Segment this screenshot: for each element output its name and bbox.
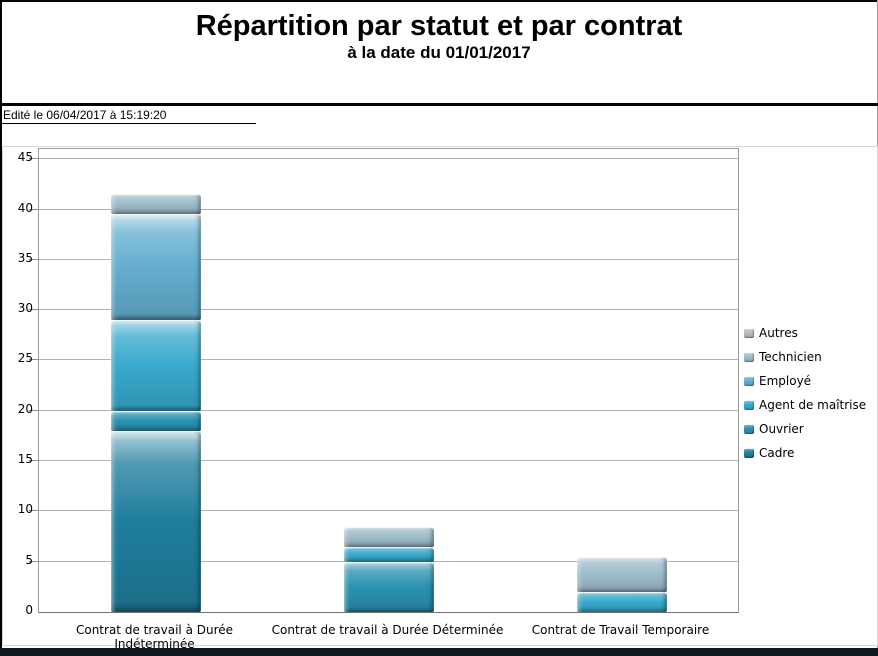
legend-item: Employé: [744, 373, 866, 388]
y-axis-tick-label: 0: [25, 603, 33, 617]
y-axis-tick: [29, 158, 38, 159]
bar-segment: [344, 527, 434, 547]
page-title: Répartition par statut et par contrat: [195, 10, 683, 42]
gridline: [39, 359, 738, 360]
legend-label: Autres: [759, 325, 798, 340]
bar-segment: [577, 557, 667, 592]
edited-timestamp: Edité le 06/04/2017 à 15:19:20: [3, 108, 167, 122]
legend-swatch-icon: [744, 399, 754, 410]
legend-item: Autres: [744, 325, 866, 340]
y-axis-tick: [29, 309, 38, 310]
y-axis-tick-label: 10: [17, 502, 33, 516]
page-top-border: [0, 0, 878, 2]
y-axis-tick-label: 5: [25, 553, 33, 567]
legend-swatch-icon: [744, 375, 754, 386]
bar-segment: [344, 562, 434, 612]
gridline: [39, 209, 738, 210]
header-divider: [0, 103, 878, 106]
legend-label: Cadre: [759, 445, 795, 460]
bar-segment: [111, 431, 201, 612]
bottom-bar: [0, 648, 878, 656]
y-axis-tick: [29, 460, 38, 461]
x-category-label: Contrat de travail à Durée Indéterminée: [75, 623, 234, 651]
bar-segment: [577, 592, 667, 612]
bar-segment: [344, 547, 434, 562]
y-axis-tick-label: 35: [17, 251, 33, 265]
bar-segment: [111, 214, 201, 320]
x-category-label: Contrat de travail à Durée Déterminée: [271, 623, 504, 637]
y-axis-tick: [29, 359, 38, 360]
gridline: [39, 309, 738, 310]
gridline: [39, 259, 738, 260]
report-header: Répartition par statut et par contrat à …: [0, 10, 878, 63]
legend-item: Cadre: [744, 445, 866, 460]
y-axis-tick-label: 40: [17, 201, 33, 215]
y-axis-tick: [29, 209, 38, 210]
legend-item: Agent de maîtrise: [744, 397, 867, 412]
bar: [344, 527, 434, 612]
legend-swatch-icon: [744, 327, 754, 338]
bar-segment: [111, 320, 201, 411]
gridline: [39, 158, 738, 159]
bar-segment: [111, 411, 201, 431]
y-axis-tick-label: 25: [17, 351, 33, 365]
gridline: [39, 410, 738, 411]
page-subtitle: à la date du 01/01/2017: [347, 43, 531, 63]
bar: [577, 557, 667, 612]
page-left-border: [0, 0, 2, 648]
legend-label: Technicien: [759, 349, 822, 364]
y-axis-tick: [29, 561, 38, 562]
y-axis-tick-label: 20: [17, 402, 33, 416]
y-axis-tick-label: 45: [17, 150, 33, 164]
bar: [111, 194, 201, 612]
legend-item: Ouvrier: [744, 421, 866, 436]
legend-swatch-icon: [744, 351, 754, 362]
y-axis-tick: [29, 259, 38, 260]
legend-item: Technicien: [744, 349, 866, 364]
legend: Autres Technicien Employé Agent de maîtrise…: [744, 326, 866, 470]
y-axis-tick: [29, 510, 38, 511]
y-axis-tick: [29, 410, 38, 411]
plot-area: [38, 148, 739, 613]
y-axis-tick-label: 15: [17, 452, 33, 466]
x-category-label: Contrat de Travail Temporaire: [531, 623, 710, 637]
legend-label: Ouvrier: [759, 421, 804, 436]
legend-swatch-icon: [744, 423, 754, 434]
gridline: [39, 510, 738, 511]
gridline: [39, 460, 738, 461]
legend-label: Agent de maîtrise: [759, 397, 867, 412]
legend-swatch-icon: [744, 447, 754, 458]
legend-label: Employé: [759, 373, 812, 388]
bar-segment: [111, 194, 201, 214]
edited-underline: [0, 123, 256, 124]
y-axis-tick-label: 30: [17, 301, 33, 315]
